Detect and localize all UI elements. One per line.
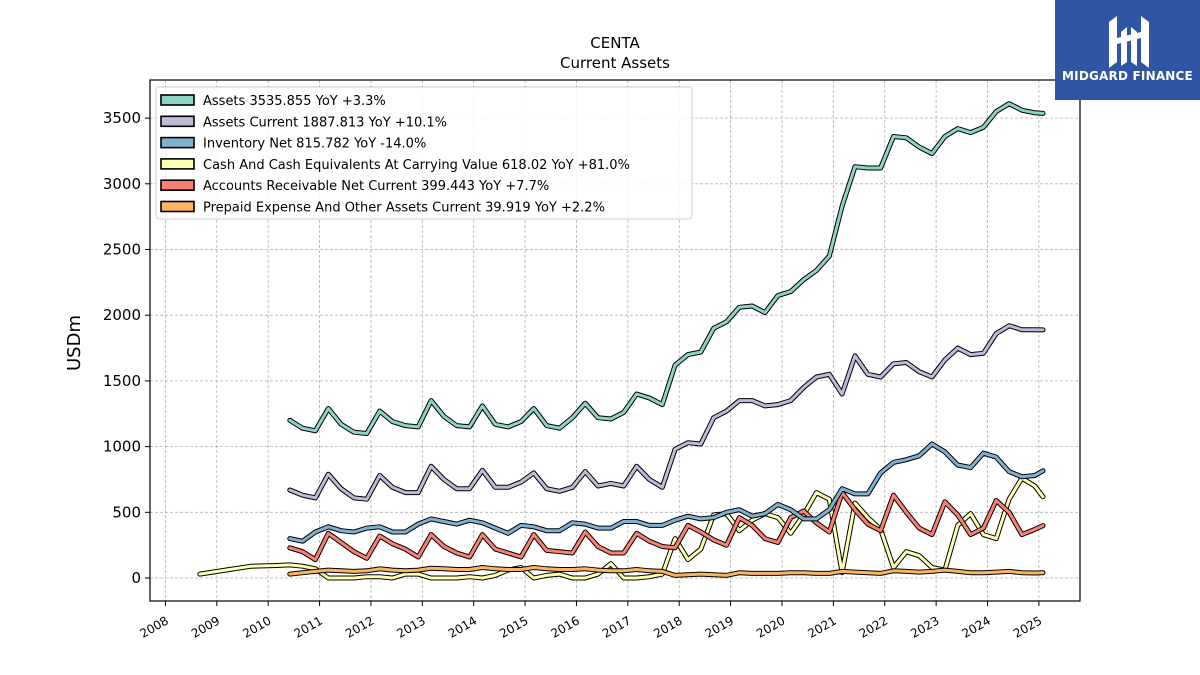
x-tick-label: 2021: [805, 613, 838, 640]
x-tick-label: 2024: [960, 613, 993, 640]
series-cash-and-cash-equivalents-at-carrying-value: [197, 475, 1046, 581]
series-line: [288, 102, 1045, 435]
x-tick-label: 2009: [189, 613, 222, 640]
legend-item: Assets Current 1887.813 YoY +10.1%: [160, 115, 447, 130]
brand-name: MIDGARD FINANCE: [1062, 69, 1193, 83]
y-tick-label: 2000: [103, 306, 141, 324]
x-tick-label: 2017: [600, 613, 633, 640]
legend-item: Cash And Cash Equivalents At Carrying Va…: [160, 158, 630, 173]
legend-label: Assets Current 1887.813 YoY +10.1%: [203, 115, 447, 130]
legend-swatch: [160, 136, 195, 149]
y-tick-label: 0: [131, 569, 141, 587]
x-axis: 2008 2009 2010 2011 2012 2013 2014 2015 2016 2017…: [137, 601, 1044, 641]
x-tick-label: 2016: [549, 613, 582, 640]
y-tick-label: 3500: [103, 109, 141, 127]
x-tick-label: 2020: [754, 613, 787, 640]
series-lines: [197, 101, 1046, 581]
x-tick-label: 2019: [703, 613, 736, 640]
x-tick-label: 2014: [446, 613, 479, 640]
y-tick-label: 1000: [103, 438, 141, 456]
y-tick-label: 3000: [103, 175, 141, 193]
x-tick-label: 2013: [394, 613, 427, 640]
legend-item: Prepaid Expense And Other Assets Current…: [160, 200, 605, 216]
series-inventory-net: [287, 441, 1046, 544]
legend-swatch: [160, 94, 195, 106]
series-prepaid-expense-and-other-assets-current: [287, 565, 1046, 578]
legend-swatch: [160, 200, 195, 213]
series-assets: [287, 101, 1046, 436]
x-tick-label: 2010: [240, 613, 273, 640]
series-accounts-receivable-net-current: [287, 490, 1046, 563]
legend-item: Inventory Net 815.782 YoY -14.0%: [160, 136, 426, 152]
x-tick-label: 2011: [292, 613, 325, 640]
series-line: [288, 442, 1045, 543]
legend-label: Accounts Receivable Net Current 399.443 …: [203, 179, 549, 194]
plot-area: [149, 79, 1081, 602]
x-tick-label: 2012: [343, 613, 376, 640]
y-axis: 0 500 1000 1500 2000 2500 3000 3500: [103, 109, 150, 587]
series-line: [288, 491, 1045, 562]
series-line: [288, 566, 1045, 577]
x-tick-label: 2025: [1011, 613, 1044, 640]
x-tick-label: 2008: [137, 613, 170, 640]
y-axis-label: USDm: [64, 315, 85, 371]
legend-swatch: [160, 179, 195, 191]
legend-box: [155, 86, 693, 220]
series-line: [198, 476, 1045, 580]
chart-subtitle: Current Assets: [560, 54, 670, 72]
legend-swatch: [160, 115, 195, 128]
y-tick-label: 2500: [103, 241, 141, 259]
x-tick-label: 2023: [908, 613, 941, 640]
legend: Assets 3535.855 YoY +3.3% Assets Current …: [155, 86, 693, 220]
midgard-logo-icon: [1109, 16, 1149, 68]
x-tick-label: 2018: [651, 613, 684, 640]
chart-title: CENTA: [590, 34, 640, 52]
series-assets-current: [287, 323, 1046, 502]
series-line: [288, 324, 1045, 501]
legend-label: Assets 3535.855 YoY +3.3%: [203, 94, 386, 109]
y-tick-label: 1500: [103, 372, 141, 390]
x-tick-label: 2022: [857, 613, 890, 640]
legend-item: Accounts Receivable Net Current 399.443 …: [160, 179, 549, 194]
x-tick-label: 2015: [497, 613, 530, 640]
legend-item: Assets 3535.855 YoY +3.3%: [160, 94, 386, 109]
brand-logo: MIDGARD FINANCE: [1055, 0, 1200, 100]
y-tick-label: 500: [112, 503, 141, 521]
legend-label: Cash And Cash Equivalents At Carrying Va…: [203, 158, 630, 173]
legend-swatch: [160, 158, 195, 170]
legend-label: Prepaid Expense And Other Assets Current…: [203, 201, 605, 216]
legend-label: Inventory Net 815.782 YoY -14.0%: [203, 137, 426, 152]
